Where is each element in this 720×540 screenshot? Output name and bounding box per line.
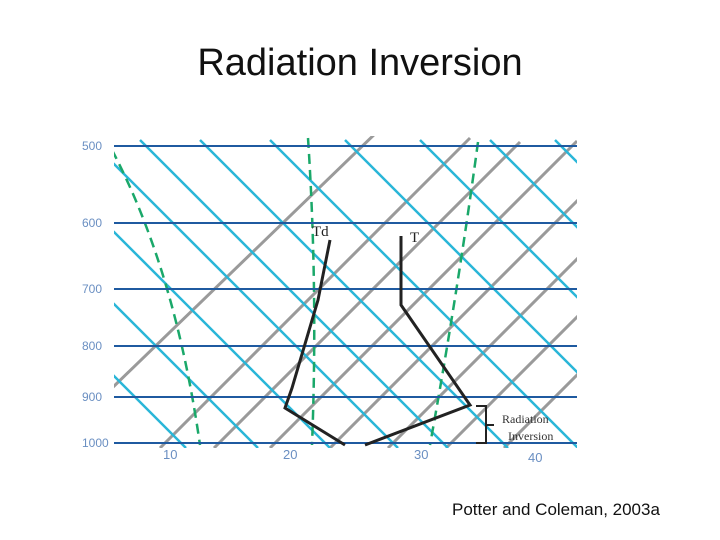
- dry-adiabat-lines: [114, 139, 577, 448]
- dry-adiabat-line: [554, 139, 577, 164]
- moist-adiabat-line: [428, 141, 480, 446]
- pressure-label-600: 600: [82, 216, 102, 230]
- pressure-label-700: 700: [82, 282, 102, 296]
- citation-text: Potter and Coleman, 2003a: [452, 500, 660, 519]
- pressure-label-500: 500: [82, 139, 102, 153]
- moist-adiabat-lines: [114, 137, 480, 446]
- temperature-sounding-line: [364, 236, 473, 447]
- temperature-label-10: 10: [163, 447, 177, 462]
- isotherm-line: [386, 256, 577, 448]
- dry-adiabat-line: [114, 302, 259, 448]
- temperature-label-40: 40: [528, 450, 542, 465]
- isobar-lines: [114, 145, 577, 444]
- moist-adiabat-line: [114, 151, 202, 446]
- isotherm-line: [212, 140, 522, 448]
- pressure-label-900: 900: [82, 390, 102, 404]
- pressure-label-800: 800: [82, 339, 102, 353]
- temperature-curve-label: T: [410, 230, 419, 246]
- dry-adiabat-line: [114, 162, 399, 448]
- dry-adiabat-line: [114, 374, 187, 448]
- pressure-label-1000: 1000: [82, 436, 109, 450]
- dry-adiabat-line: [114, 230, 331, 448]
- slide-title: Radiation Inversion: [197, 42, 523, 84]
- isotherm-line: [114, 136, 375, 389]
- dewpoint-curve-label: Td: [312, 224, 329, 240]
- pressure-axis-labels: 500 600 700 800 900 1000: [82, 139, 109, 450]
- inversion-annotation-line2: Inversion: [508, 429, 553, 443]
- dry-adiabat-line: [199, 139, 509, 448]
- isotherm-line: [502, 372, 577, 448]
- dewpoint-sounding-line: [283, 239, 346, 447]
- isotherm-line: [444, 314, 577, 448]
- dry-adiabat-line: [489, 139, 577, 229]
- inversion-annotation-line1: Radiation: [502, 412, 549, 426]
- isotherm-line: [328, 198, 577, 448]
- dry-adiabat-line: [419, 139, 577, 299]
- temperature-axis-labels: 10 20 30 40: [163, 447, 542, 465]
- inversion-bracket: [476, 405, 494, 444]
- temperature-label-30: 30: [414, 447, 428, 462]
- temperature-label-20: 20: [283, 447, 297, 462]
- moist-adiabat-line: [306, 137, 316, 446]
